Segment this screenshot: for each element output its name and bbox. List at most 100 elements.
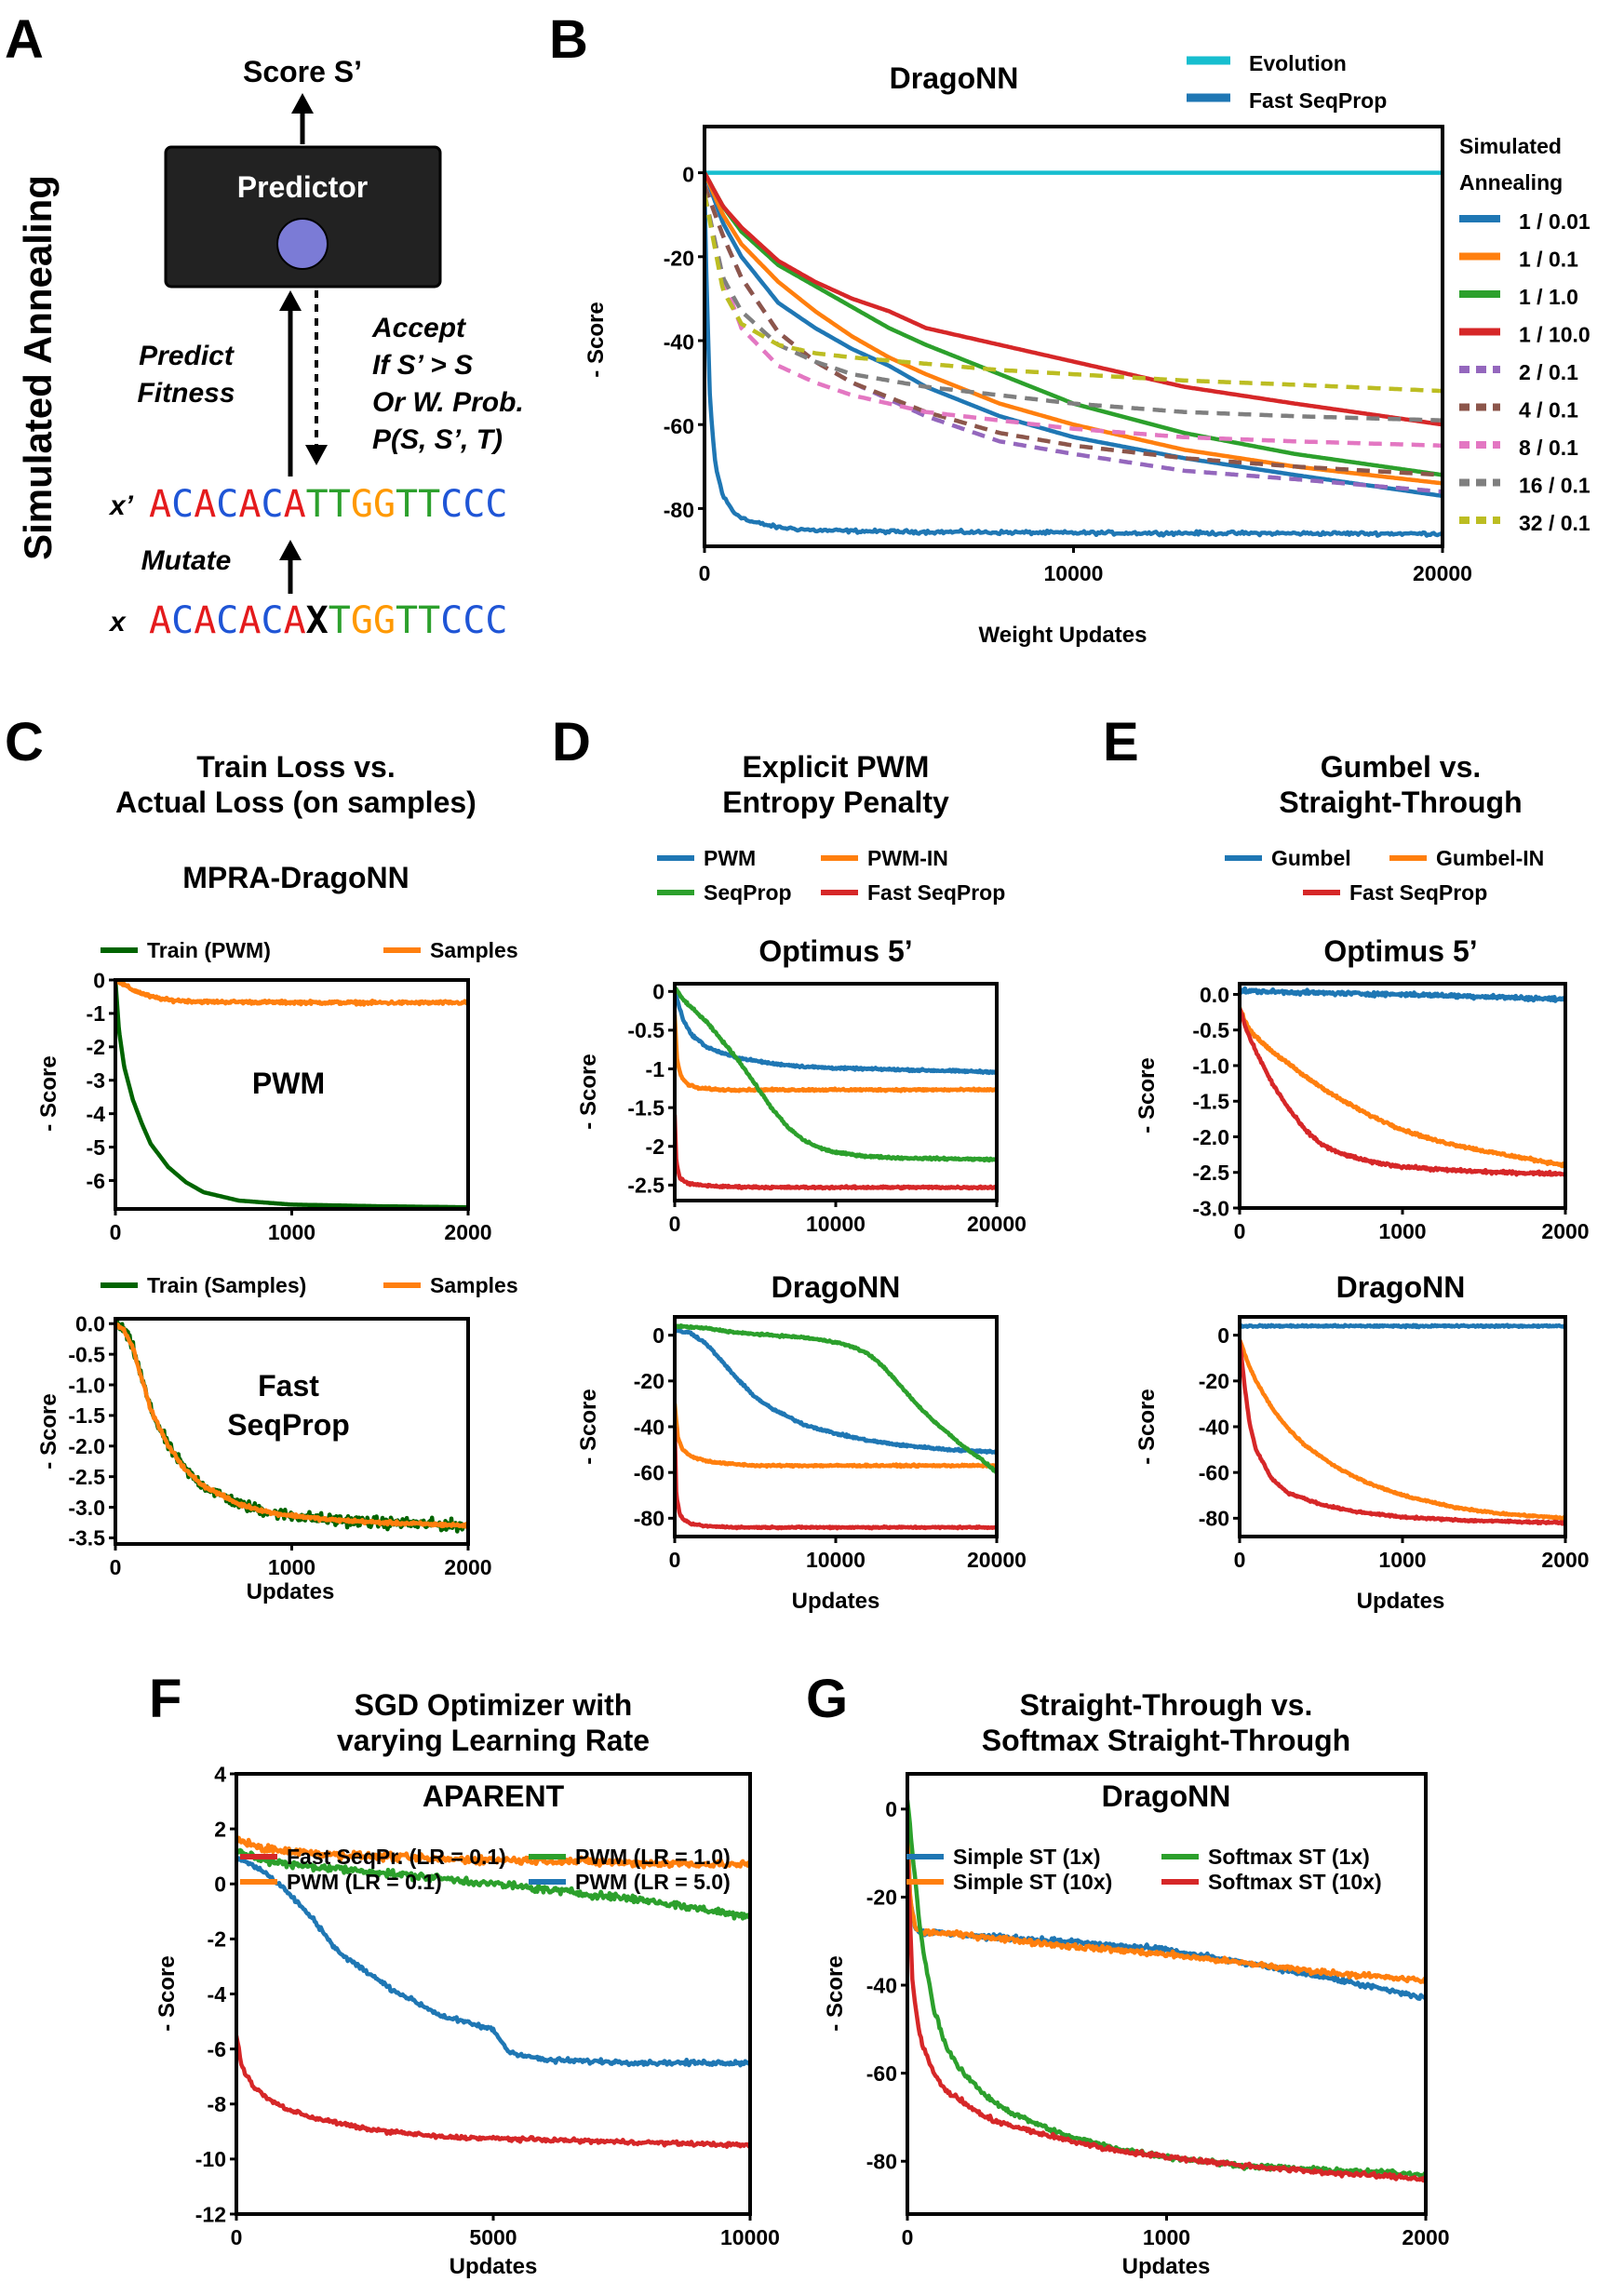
legend-label: Samples — [430, 938, 518, 962]
nucleotide: C — [440, 599, 463, 642]
x-tick-label: 20000 — [1413, 561, 1472, 585]
y-tick-label: -80 — [866, 2150, 897, 2174]
series-line-fast-seqprop — [1241, 1339, 1564, 1526]
y-tick-label: -20 — [664, 247, 694, 271]
x-axis-label: Updates — [247, 1579, 335, 1604]
accept-line-1: Accept — [371, 313, 467, 343]
series-line-pwm-lr-0-1 — [238, 1835, 748, 1870]
panel-b: B DragoNN 0 10000 20000 0 -20 -40 -60 -80 - Score W… — [549, 9, 1590, 648]
y-tick-label: 0 — [652, 980, 664, 1004]
nucleotide: G — [351, 483, 373, 526]
y-tick-label: 0 — [885, 1797, 897, 1821]
x-tick-label: 0 — [110, 1220, 122, 1244]
series-line-1-0-01 — [706, 171, 1441, 498]
nucleotide: C — [485, 483, 507, 526]
series-group — [117, 982, 466, 1207]
y-tick-label: -2.5 — [68, 1465, 105, 1489]
series-line-simple-st-1x — [909, 1807, 1424, 2001]
predictor-box — [164, 145, 442, 289]
nucleotide: G — [373, 483, 396, 526]
legend-label: Samples — [430, 1273, 518, 1297]
legend-label: Softmax ST (1x) — [1208, 1845, 1370, 1869]
legend-label: PWM (LR = 1.0) — [575, 1845, 731, 1869]
legend-title: Simulated — [1459, 134, 1562, 158]
y-tick-label: -8 — [208, 2092, 227, 2116]
y-tick-label: 0 — [1217, 1323, 1229, 1348]
legend-label: Softmax ST (10x) — [1208, 1870, 1382, 1894]
series-group — [1241, 986, 1564, 1177]
y-tick-label: -10 — [195, 2147, 226, 2171]
legend-label: 1 / 0.1 — [1519, 248, 1578, 272]
series-line-fast-seqprop — [706, 184, 1441, 538]
chart-subtitle: APARENT — [423, 1779, 565, 1813]
x-tick-label: 0 — [110, 1555, 122, 1579]
chart-title-line: Straight-Through vs. — [1020, 1688, 1313, 1722]
nucleotide: A — [149, 483, 171, 526]
chart-title: DragoNN — [890, 61, 1019, 95]
accept-arrow-head — [305, 445, 328, 465]
x-tick-label: 2000 — [1541, 1219, 1589, 1243]
series-line-gumbel-in — [1241, 1338, 1564, 1521]
y-tick-label: 0.0 — [75, 1312, 105, 1336]
chart-title-line: varying Learning Rate — [337, 1724, 650, 1757]
legend-label: PWM (LR = 5.0) — [575, 1870, 731, 1894]
y-tick-label: -1.5 — [627, 1095, 664, 1120]
y-axis-label: - Score — [154, 1955, 180, 2031]
nucleotide: C — [485, 599, 507, 642]
series-group — [677, 986, 995, 1191]
series-group — [1241, 1322, 1564, 1526]
panel-d2: DragoNN 0 10000 20000 0 -20 -40 -60 -80 - Score Up… — [576, 1270, 1027, 1614]
panel-label-g: G — [806, 1669, 848, 1729]
nucleotide: A — [194, 483, 216, 526]
series-line-softmax-st-10x — [909, 1854, 1424, 2183]
y-tick-label: -3.0 — [1192, 1196, 1229, 1220]
y-tick-label: -40 — [866, 1973, 897, 1997]
y-tick-label: -1 — [646, 1057, 665, 1081]
legend-label: Fast SeqProp — [1249, 88, 1387, 113]
nucleotide: C — [216, 599, 238, 642]
y-tick-label: -6 — [208, 2037, 226, 2061]
y-tick-label: -3.0 — [68, 1496, 105, 1520]
series-line-pwm-in — [677, 1014, 995, 1094]
y-tick-label: 0 — [682, 162, 694, 186]
plot-frame — [235, 1772, 752, 2216]
y-tick-label: 2 — [214, 1817, 226, 1841]
x-axis-label: Updates — [1122, 2254, 1211, 2279]
y-axis-label: - Score — [576, 1054, 601, 1129]
series-line-gumbel — [1241, 1322, 1564, 1330]
nucleotide: X — [306, 599, 329, 642]
nucleotide: C — [171, 483, 194, 526]
y-tick-label: -3 — [87, 1068, 105, 1093]
chart-subtitle: Optimus 5’ — [1323, 934, 1477, 968]
y-tick-label: -20 — [1199, 1369, 1229, 1393]
x-tick-label: 0 — [669, 1548, 681, 1572]
legend-label: 32 / 0.1 — [1519, 511, 1590, 535]
nucleotide: C — [440, 483, 463, 526]
x-tick-label: 2000 — [444, 1555, 491, 1579]
y-tick-label: -40 — [1199, 1415, 1229, 1439]
nucleotide: C — [171, 599, 194, 642]
nucleotide: A — [284, 599, 306, 642]
legend-label: 2 / 0.1 — [1519, 360, 1578, 384]
y-axis-label: - Score — [1134, 1389, 1160, 1464]
chart-title-line: SGD Optimizer with — [355, 1688, 633, 1722]
y-tick-label: -80 — [634, 1507, 664, 1531]
y-tick-label: 0 — [214, 1873, 226, 1897]
nucleotide: T — [418, 599, 440, 642]
series-line-samples — [117, 982, 466, 1007]
nucleotide: T — [396, 483, 418, 526]
nucleotide: T — [418, 483, 440, 526]
y-tick-label: -20 — [866, 1886, 897, 1910]
y-axis-label: - Score — [36, 1393, 61, 1469]
nucleotide: T — [306, 483, 329, 526]
y-tick-label: -2.0 — [1192, 1125, 1229, 1149]
side-title: Simulated Annealing — [16, 175, 60, 560]
legend-label: PWM (LR = 0.1) — [287, 1870, 442, 1894]
x-tick-label: 2000 — [1541, 1548, 1589, 1572]
legend-label: 1 / 1.0 — [1519, 285, 1578, 309]
series-line-fast-seqpr-lr-0-1 — [238, 2034, 748, 2149]
predict-arrow-head — [279, 290, 302, 311]
series-line-4-0-1 — [706, 184, 1441, 477]
panel-c1: C Train Loss vs.Actual Loss (on samples) M… — [5, 712, 518, 1244]
